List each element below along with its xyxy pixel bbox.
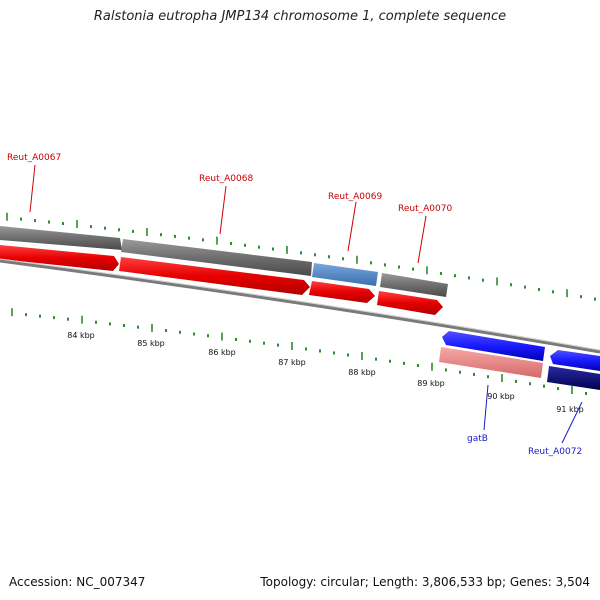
scale-label: 91 kbp (556, 405, 584, 414)
scale-label: 86 kbp (208, 348, 236, 357)
chromosome-backbone (0, 259, 600, 354)
label-reut-a0067[interactable]: Reut_A0067 (7, 153, 61, 163)
gene-reut-a0067[interactable] (0, 245, 119, 271)
label-reut-a0072[interactable]: Reut_A0072 (528, 447, 582, 457)
gene-reut-a0069-blue[interactable] (312, 263, 378, 286)
gray-gene-track (0, 226, 448, 297)
label-reut-a0070[interactable]: Reut_A0070 (398, 204, 452, 214)
gene-reut-a0067-gray[interactable] (0, 226, 122, 250)
label-reut-a0069[interactable]: Reut_A0069 (328, 192, 382, 202)
gene-reut-a0072-navy[interactable] (547, 366, 600, 390)
upper-tick-row (6, 212, 596, 301)
genome-stats-text: Topology: circular; Length: 3,806,533 bp… (260, 575, 590, 589)
gene-reut-a0068-gray[interactable] (121, 239, 312, 276)
gene-labels: Reut_A0067 Reut_A0068 Reut_A0069 Reut_A0… (7, 153, 583, 457)
scale-label: 88 kbp (348, 368, 376, 377)
scale-label: 85 kbp (137, 339, 165, 348)
gene-reut-a0070-gray[interactable] (380, 273, 448, 297)
gene-reut-a0068[interactable] (119, 257, 310, 295)
forward-gene-track (0, 245, 443, 315)
gene-gatb[interactable] (442, 331, 545, 361)
scale-label: 89 kbp (417, 379, 445, 388)
accession-text: Accession: NC_007347 (9, 575, 146, 589)
label-reut-a0068[interactable]: Reut_A0068 (199, 174, 253, 184)
gene-reut-a0070[interactable] (377, 291, 443, 315)
label-gatb[interactable]: gatB (467, 434, 488, 444)
gene-reut-a0069[interactable] (309, 281, 375, 303)
lower-tick-row (11, 308, 587, 396)
map-title: Ralstonia eutropha JMP134 chromosome 1, … (93, 9, 507, 24)
scale-labels: 84 kbp 85 kbp 86 kbp 87 kbp 88 kbp 89 kbp 90 k… (67, 331, 584, 414)
reverse-gene-track (439, 331, 600, 390)
scale-label: 90 kbp (487, 392, 515, 401)
scale-label: 87 kbp (278, 358, 306, 367)
gene-reut-a0072[interactable] (550, 350, 600, 371)
scale-label: 84 kbp (67, 331, 95, 340)
gene-gatb-pink[interactable] (439, 347, 543, 378)
